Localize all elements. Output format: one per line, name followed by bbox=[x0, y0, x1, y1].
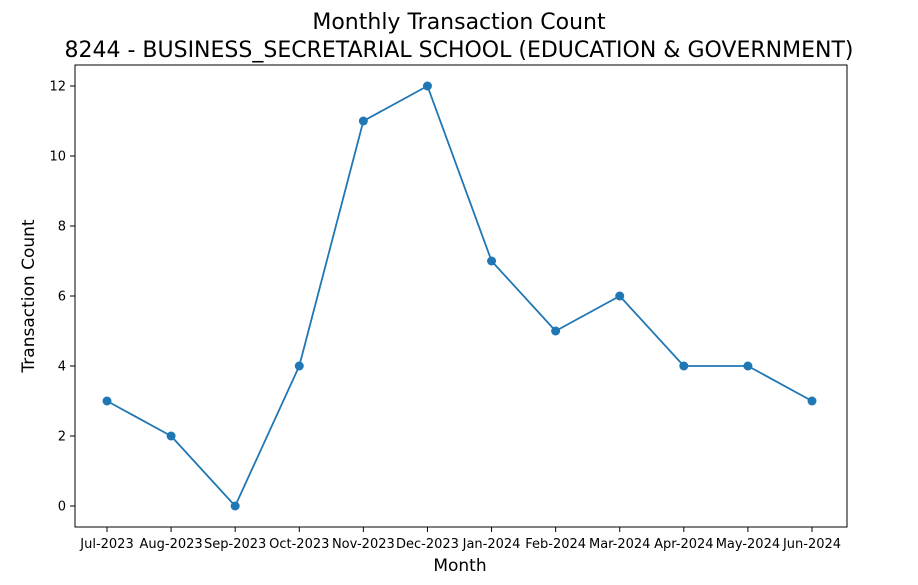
y-tick-label: 8 bbox=[58, 220, 66, 235]
y-tick-label: 4 bbox=[58, 360, 66, 375]
x-tick-label: Feb-2024 bbox=[525, 537, 586, 552]
x-tick-label: Nov-2023 bbox=[332, 537, 395, 552]
y-tick-label: 0 bbox=[58, 500, 66, 515]
x-tick-label: Jan-2024 bbox=[462, 537, 521, 552]
x-tick-label: Sep-2023 bbox=[204, 537, 266, 552]
data-point bbox=[422, 81, 432, 91]
y-axis-label: Transaction Count bbox=[19, 219, 39, 373]
x-tick-label: Jun-2024 bbox=[782, 537, 841, 552]
x-tick-label: Oct-2023 bbox=[269, 537, 329, 552]
x-tick-label: Jul-2023 bbox=[79, 537, 133, 552]
data-point bbox=[358, 116, 368, 126]
x-tick-label: Mar-2024 bbox=[589, 537, 650, 552]
chart-subtitle: 8244 - BUSINESS_SECRETARIAL SCHOOL (EDUC… bbox=[65, 38, 854, 63]
y-tick-label: 10 bbox=[49, 150, 66, 165]
data-point bbox=[743, 361, 753, 371]
x-axis-label: Month bbox=[433, 556, 486, 576]
x-tick-label: May-2024 bbox=[716, 537, 780, 552]
data-point bbox=[102, 396, 112, 406]
x-tick-label: Apr-2024 bbox=[654, 537, 713, 552]
chart-title: Monthly Transaction Count bbox=[312, 10, 606, 35]
y-tick-label: 6 bbox=[58, 290, 66, 305]
data-point bbox=[230, 501, 240, 511]
y-tick-label: 2 bbox=[58, 430, 66, 445]
series-line bbox=[106, 85, 813, 507]
data-point bbox=[679, 361, 689, 371]
plot-frame bbox=[74, 64, 848, 528]
data-point bbox=[166, 431, 176, 441]
plot-area: 0 2 4 6 8 10 12 Jul-2023 Aug-2023 Sep-2023 Oct-202… bbox=[49, 80, 841, 553]
data-point bbox=[807, 396, 817, 406]
data-point bbox=[294, 361, 304, 371]
data-point bbox=[487, 256, 497, 266]
data-point bbox=[615, 291, 625, 301]
data-point bbox=[551, 326, 561, 336]
x-tick-label: Dec-2023 bbox=[396, 537, 459, 552]
x-tick-label: Aug-2023 bbox=[140, 537, 203, 552]
y-tick-label: 12 bbox=[49, 80, 66, 95]
